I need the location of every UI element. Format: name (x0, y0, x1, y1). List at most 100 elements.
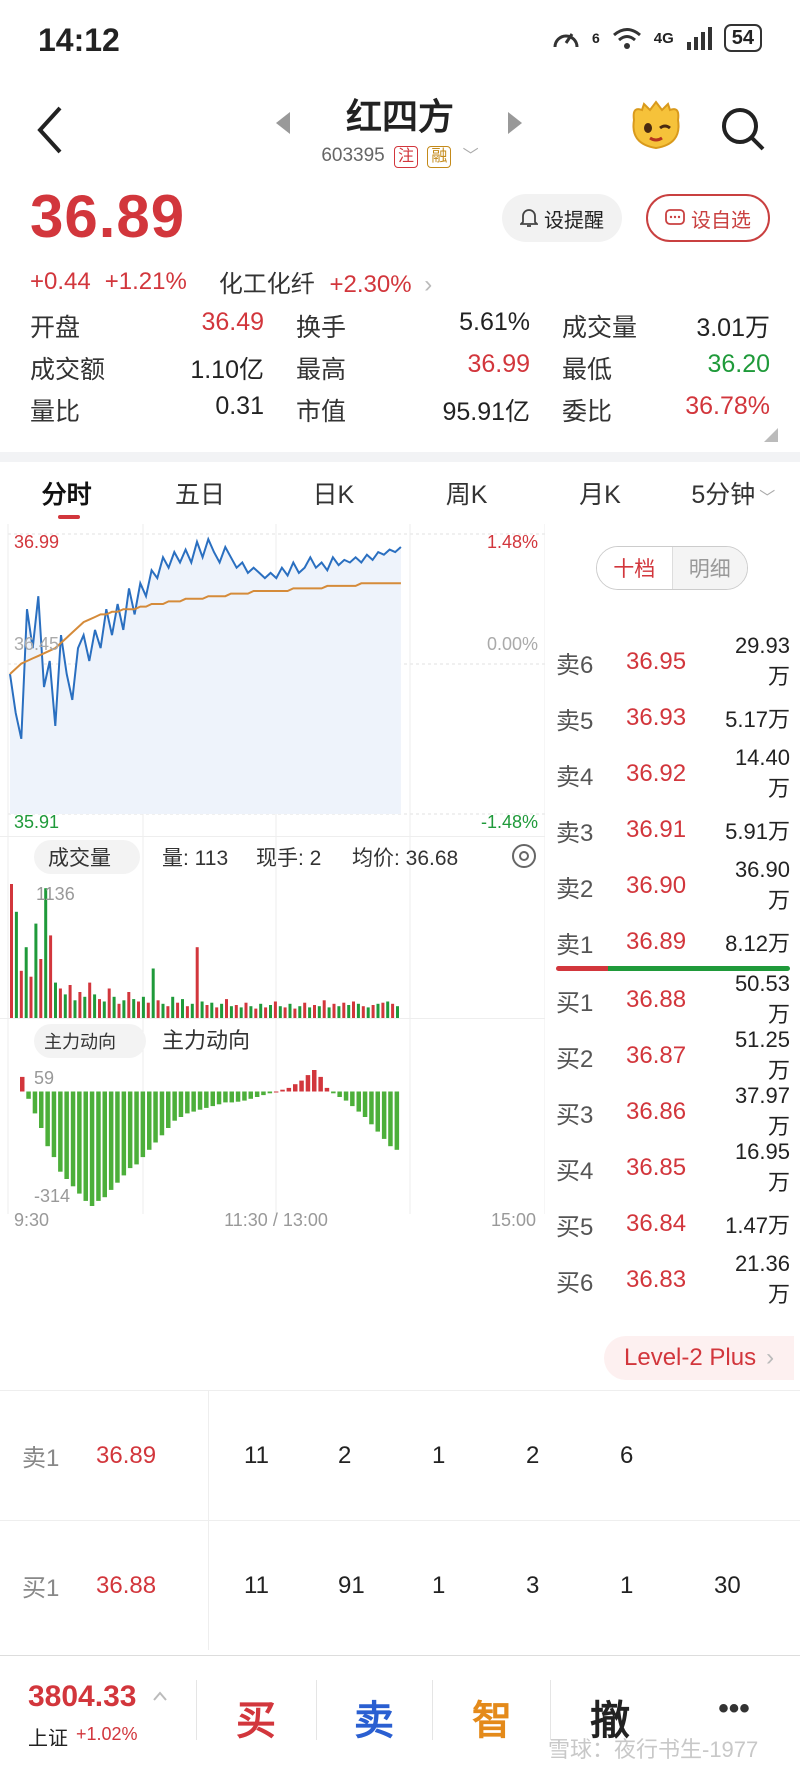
flow-bar (96, 1091, 101, 1201)
back-arrow-icon[interactable] (30, 100, 70, 160)
prev-stock-icon[interactable] (276, 112, 290, 134)
level2-label: Level-2 Plus (624, 1344, 757, 1371)
buy-button[interactable]: 买 (236, 1699, 276, 1743)
volume-bar (317, 1006, 321, 1018)
bid-row[interactable]: 买6 36.83 21.36万 (556, 1251, 790, 1308)
ask-level: 卖1 (556, 931, 594, 959)
ask-row[interactable]: 卖3 36.91 5.91万 (556, 802, 790, 858)
flow-bar (248, 1091, 253, 1099)
volume-bar (19, 970, 23, 1018)
change-row: +0.44 +1.21% 化工化纤 +2.30% › (30, 264, 432, 299)
volume-bar (181, 999, 184, 1018)
volume-bar (127, 992, 131, 1018)
bid-row[interactable]: 买5 36.84 1.47万 (556, 1196, 790, 1252)
bid-level: 买2 (556, 1045, 594, 1073)
ask-row[interactable]: 卖4 36.92 14.40万 (556, 745, 790, 802)
tab-intraday[interactable]: 分时 (41, 481, 92, 509)
quote-cell: 委比 36.78% (562, 392, 770, 428)
mascot-icon[interactable] (628, 100, 684, 152)
volume-bar (234, 1005, 238, 1018)
bid-row[interactable]: 买3 36.86 37.97万 (556, 1083, 790, 1140)
volume-bar (205, 1005, 209, 1018)
bid-price: 36.87 (626, 1042, 687, 1069)
ask-level: 卖2 (556, 875, 594, 903)
quote-value: 0.31 (215, 392, 264, 420)
chevron-down-icon[interactable]: ﹀ (462, 148, 479, 165)
tab-monthly-k[interactable]: 月K (579, 481, 621, 509)
set-alert-button[interactable]: 设提醒 (502, 194, 622, 242)
quote-label: 市值 (296, 398, 347, 426)
intraday-chart[interactable]: 36.99 36.45 35.91 1.48% 0.00% -1.48% 成交量… (0, 524, 545, 1386)
bid-level: 买3 (556, 1101, 594, 1129)
ask-row[interactable]: 卖5 36.93 5.17万 (556, 690, 790, 746)
volume-bar (88, 982, 92, 1018)
volume-bar (107, 988, 111, 1018)
quote-label: 成交量 (562, 314, 638, 342)
quote-value: 95.91亿 (442, 398, 530, 426)
settings-icon (512, 844, 536, 868)
volume-bar (58, 988, 62, 1018)
sector-link[interactable]: 化工化纤 +2.30% › (219, 264, 432, 299)
add-favorite-button[interactable]: 设自选 (646, 194, 770, 242)
level2-plus-button[interactable]: Level-2 Plus › (604, 1336, 794, 1380)
stock-code: 603395 (321, 145, 385, 166)
bid-row[interactable]: 买4 36.85 16.95万 (556, 1139, 790, 1196)
ten-level-tab[interactable]: 十档 (597, 547, 673, 589)
next-stock-icon[interactable] (508, 112, 522, 134)
bid-volume: 16.95万 (734, 1139, 790, 1195)
flow-bar (140, 1091, 146, 1158)
volume-bar (347, 1005, 351, 1018)
bid-row[interactable]: 买2 36.87 51.25万 (556, 1027, 790, 1084)
tab-daily-k[interactable]: 日K (312, 481, 355, 509)
queue-order-size: 11 (244, 1571, 269, 1599)
flow-bar (115, 1091, 120, 1183)
volume-bar (210, 1002, 214, 1018)
bid-row[interactable]: 买1 36.88 50.53万 (556, 971, 790, 1028)
price-area (10, 539, 401, 814)
ask-row[interactable]: 卖6 36.95 29.93万 (556, 633, 790, 690)
volume-current: 现手: 2 (256, 847, 321, 870)
book-toggle[interactable]: 十档 明细 (596, 546, 748, 590)
tab-five-day[interactable]: 五日 (174, 481, 225, 509)
ask-row[interactable]: 卖2 36.90 36.90万 (556, 857, 790, 914)
quote-cell: 成交额 1.10亿 (30, 350, 296, 386)
ask-volume: 29.93万 (734, 633, 790, 689)
pct-high-label: 1.48% (487, 532, 538, 552)
volume-bar (386, 1001, 390, 1018)
volume-bar (14, 911, 18, 1018)
queue-order-size: 30 (714, 1571, 741, 1599)
flow-bar (331, 1091, 336, 1094)
detail-tab[interactable]: 明细 (672, 547, 747, 589)
stock-name: 红四方 (345, 96, 454, 137)
ask-row[interactable]: 卖1 36.89 8.12万 (556, 914, 790, 970)
tab-five-minute[interactable]: 5分钟 ﹀ (667, 475, 800, 511)
bid-volume: 1.47万 (725, 1213, 790, 1238)
sell-button[interactable]: 卖 (354, 1699, 394, 1743)
flow-bar (254, 1091, 260, 1097)
flow-bar (166, 1091, 171, 1128)
tab-weekly-k[interactable]: 周K (445, 481, 488, 509)
volume-bar (215, 1007, 219, 1018)
set-alert-label: 设提醒 (544, 209, 604, 232)
add-favorite-label: 设自选 (691, 209, 751, 232)
volume-bar (54, 982, 57, 1018)
flow-max-label: 59 (34, 1068, 54, 1088)
flow-bar (229, 1091, 234, 1103)
queue-row: 卖1 36.89 11 2 1 2 6 (0, 1390, 800, 1520)
search-icon[interactable] (720, 106, 766, 152)
index-value: 3804.33 (28, 1680, 137, 1713)
quote-value: 1.10亿 (190, 356, 264, 384)
cancel-order-button[interactable]: 撤 (590, 1699, 630, 1743)
chevron-up-icon (153, 1691, 167, 1701)
more-button[interactable]: ••• (718, 1692, 750, 1725)
flow-bar (286, 1087, 292, 1092)
status-icons: 6 4G 54 (552, 24, 762, 52)
volume-bar (102, 1001, 106, 1018)
sector-pct: +2.30% (329, 271, 412, 298)
flow-bar (388, 1091, 393, 1147)
queue-order-size: 11 (244, 1441, 269, 1469)
ask-price: 36.93 (626, 704, 687, 731)
smart-button[interactable]: 智 (472, 1699, 512, 1743)
volume-bar (259, 1003, 263, 1018)
bid-volume: 37.97万 (734, 1083, 790, 1139)
